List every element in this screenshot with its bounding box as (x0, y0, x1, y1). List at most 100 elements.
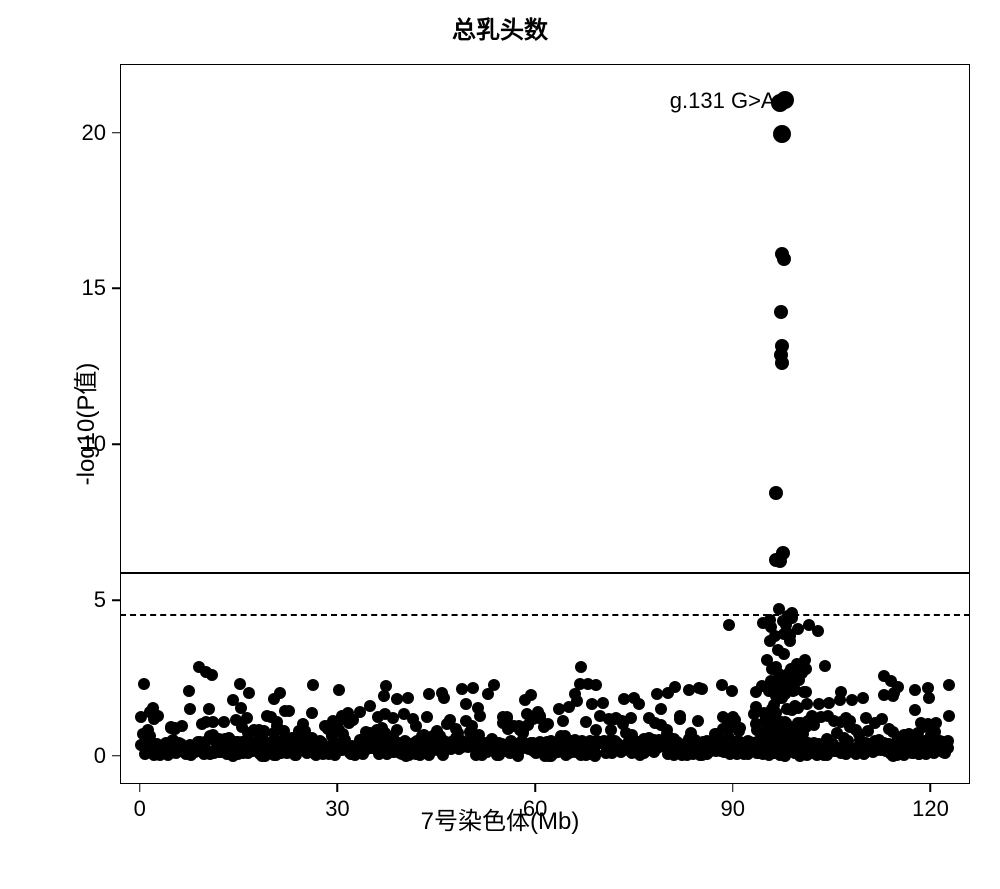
data-point (765, 621, 777, 633)
data-point (207, 716, 219, 728)
chart-title: 总乳头数 (0, 10, 1000, 45)
x-tick-label: 90 (721, 796, 745, 822)
data-point (819, 660, 831, 672)
data-point (823, 697, 835, 709)
data-point (669, 681, 681, 693)
x-tick-label: 60 (523, 796, 547, 822)
y-tick-label: 10 (76, 431, 106, 457)
data-point (752, 746, 764, 758)
data-point (421, 711, 433, 723)
data-point (218, 716, 230, 728)
data-point (525, 689, 537, 701)
x-tick-mark (534, 784, 536, 792)
data-point (801, 698, 813, 710)
plot-frame (120, 64, 970, 784)
data-point (283, 705, 295, 717)
data-point (774, 305, 788, 319)
data-point (138, 678, 150, 690)
y-tick-mark (112, 288, 120, 290)
data-point (241, 712, 253, 724)
data-point (380, 680, 392, 692)
data-point (776, 91, 794, 109)
data-point (942, 735, 954, 747)
x-tick-mark (732, 784, 734, 792)
threshold-line (120, 572, 970, 574)
data-point (307, 679, 319, 691)
data-point (789, 747, 801, 759)
data-point (438, 692, 450, 704)
data-point (794, 726, 806, 738)
y-tick-label: 5 (76, 587, 106, 613)
y-axis-label: -log10(P值) (66, 363, 101, 486)
data-point (726, 685, 738, 697)
data-point (909, 684, 921, 696)
data-point (773, 125, 791, 143)
data-point (909, 704, 921, 716)
data-point (206, 669, 218, 681)
data-point (792, 623, 804, 635)
data-point (274, 687, 286, 699)
data-point (692, 715, 704, 727)
data-point (786, 607, 798, 619)
data-point (243, 687, 255, 699)
manhattan-plot: 总乳头数 -log10(P值) 7号染色体(Mb) 0 30 60 90 120 0 5 10… (0, 0, 1000, 889)
data-point (943, 679, 955, 691)
data-point (892, 681, 904, 693)
data-point (378, 690, 390, 702)
data-point (776, 546, 790, 560)
x-tick-mark (139, 784, 141, 792)
data-point (768, 699, 780, 711)
data-point (734, 722, 746, 734)
data-point (835, 686, 847, 698)
data-point (557, 715, 569, 727)
data-point (364, 700, 376, 712)
data-point (580, 716, 592, 728)
data-point (575, 661, 587, 673)
y-tick-label: 15 (76, 275, 106, 301)
x-axis-label: 7号染色体(Mb) (0, 801, 1000, 836)
data-point (460, 698, 472, 710)
data-point (696, 683, 708, 695)
data-point (203, 703, 215, 715)
data-point (778, 721, 790, 733)
data-point (488, 679, 500, 691)
y-tick-label: 0 (76, 743, 106, 769)
data-point (633, 698, 645, 710)
data-point (775, 740, 787, 752)
y-tick-label: 20 (76, 120, 106, 146)
data-point (796, 667, 808, 679)
data-point (569, 688, 581, 700)
data-point (767, 729, 779, 741)
data-point (772, 644, 784, 656)
data-point (763, 685, 775, 697)
x-tick-label: 30 (325, 796, 349, 822)
threshold-line (120, 614, 970, 616)
data-point (930, 717, 942, 729)
x-tick-mark (930, 784, 932, 792)
data-point (812, 625, 824, 637)
data-point (423, 688, 435, 700)
data-point (723, 619, 735, 631)
data-point (589, 750, 601, 762)
data-point (765, 710, 777, 722)
data-point (786, 704, 798, 716)
data-point (184, 703, 196, 715)
data-point (582, 678, 594, 690)
data-point (923, 692, 935, 704)
data-point (176, 720, 188, 732)
data-point (798, 686, 810, 698)
data-point (306, 707, 318, 719)
data-point (402, 692, 414, 704)
data-point (674, 713, 686, 725)
data-point (787, 685, 799, 697)
data-point (775, 247, 789, 261)
y-tick-mark (112, 599, 120, 601)
data-point (333, 684, 345, 696)
x-tick-label: 120 (912, 796, 949, 822)
data-point (474, 710, 486, 722)
data-point (761, 654, 773, 666)
data-point (625, 712, 637, 724)
data-point (152, 710, 164, 722)
data-point (597, 697, 609, 709)
x-tick-label: 0 (134, 796, 146, 822)
